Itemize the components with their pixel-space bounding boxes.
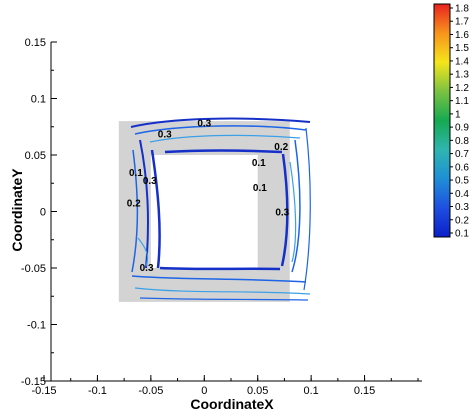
contour-line [149,134,301,143]
contour-label: 0.2 [274,142,288,153]
contour-label: 0.3 [197,118,211,129]
colorbar-label: 0.6 [455,162,469,173]
y-tick-label: -0.05 [21,263,46,275]
contour-label: 0.1 [253,183,267,194]
contour-line [280,153,289,267]
colorbar: 1.8 1.7 1.6 1.5 1.4 1.3 1.2 1.1 1 0.9 0.8 0.7 0.6 0.5… [433,3,469,240]
x-tick-label: -0.05 [138,385,163,397]
colorbar-label: 1.7 [455,17,469,28]
domain-layer [118,121,290,302]
colorbar-label: 0.5 [455,176,469,187]
contour-label: 0.3 [275,208,289,219]
colorbar-label: 0.7 [455,149,469,160]
contour-line [131,149,139,273]
contour-line [134,287,311,295]
contour-lines-layer [130,117,311,301]
x-tick-label: 0.1 [303,385,318,397]
colorbar-label: 0.3 [455,202,469,213]
contour-line [131,275,307,283]
contour-label: 0.3 [143,176,157,187]
y-tick-label: 0.15 [25,37,46,49]
colorbar-label: 0.4 [455,189,469,200]
contour-line [130,117,311,128]
colorbar-label: 1.2 [455,83,469,94]
contour-line [150,149,161,269]
contour-line [291,139,301,273]
colorbar-bar [433,3,451,238]
contour-label: 0.2 [127,199,141,210]
contour-label: 0.1 [252,158,266,169]
contour-label: 0.1 [129,168,143,179]
y-tick-label: -0.1 [27,320,46,332]
contour-line [134,125,307,135]
contour-label: 0.3 [140,263,154,274]
contour-line [137,237,149,267]
colorbar-label: 1.8 [455,4,469,15]
y-tick-label: -0.15 [21,376,46,388]
colorbar-label: 1.1 [455,96,469,107]
colorbar-label: 0.8 [455,136,469,147]
x-axis-title: CoordinateX [190,396,274,412]
colorbar-label: 0.1 [455,229,469,240]
contour-line [139,297,309,301]
x-tick-label: 0.05 [247,385,268,397]
colorbar-label: 1.6 [455,30,469,41]
contour-label: 0.3 [158,130,172,141]
x-tick-label: -0.1 [88,385,107,397]
y-axis-title: CoordinateY [9,168,25,252]
colorbar-label: 1 [455,109,461,120]
colorbar-label: 1.5 [455,43,469,54]
colorbar-label: 0.2 [455,215,469,226]
x-tick-label: -0.15 [31,385,56,397]
contour-line [164,149,283,154]
contour-line [159,266,281,271]
y-tick-label: 0.05 [25,150,46,162]
x-tick-label: 0.15 [354,385,375,397]
flow-domain [118,121,290,302]
contour-line [303,127,311,291]
colorbar-label: 1.3 [455,70,469,81]
y-tick-label: 0.1 [31,94,46,106]
y-tick-label: 0 [40,207,46,219]
axes-layer: -0.15 -0.1 -0.05 0 0.05 0.1 0.15 0.15 0.1 0.05 0 -0… [21,37,422,397]
contour-labels-layer: 0.30.30.20.10.10.30.20.10.30.3 [127,118,290,274]
colorbar-label: 1.4 [455,56,469,67]
x-tick-label: 0 [201,385,207,397]
contour-line [289,161,297,263]
colorbar-label: 0.9 [455,123,469,134]
